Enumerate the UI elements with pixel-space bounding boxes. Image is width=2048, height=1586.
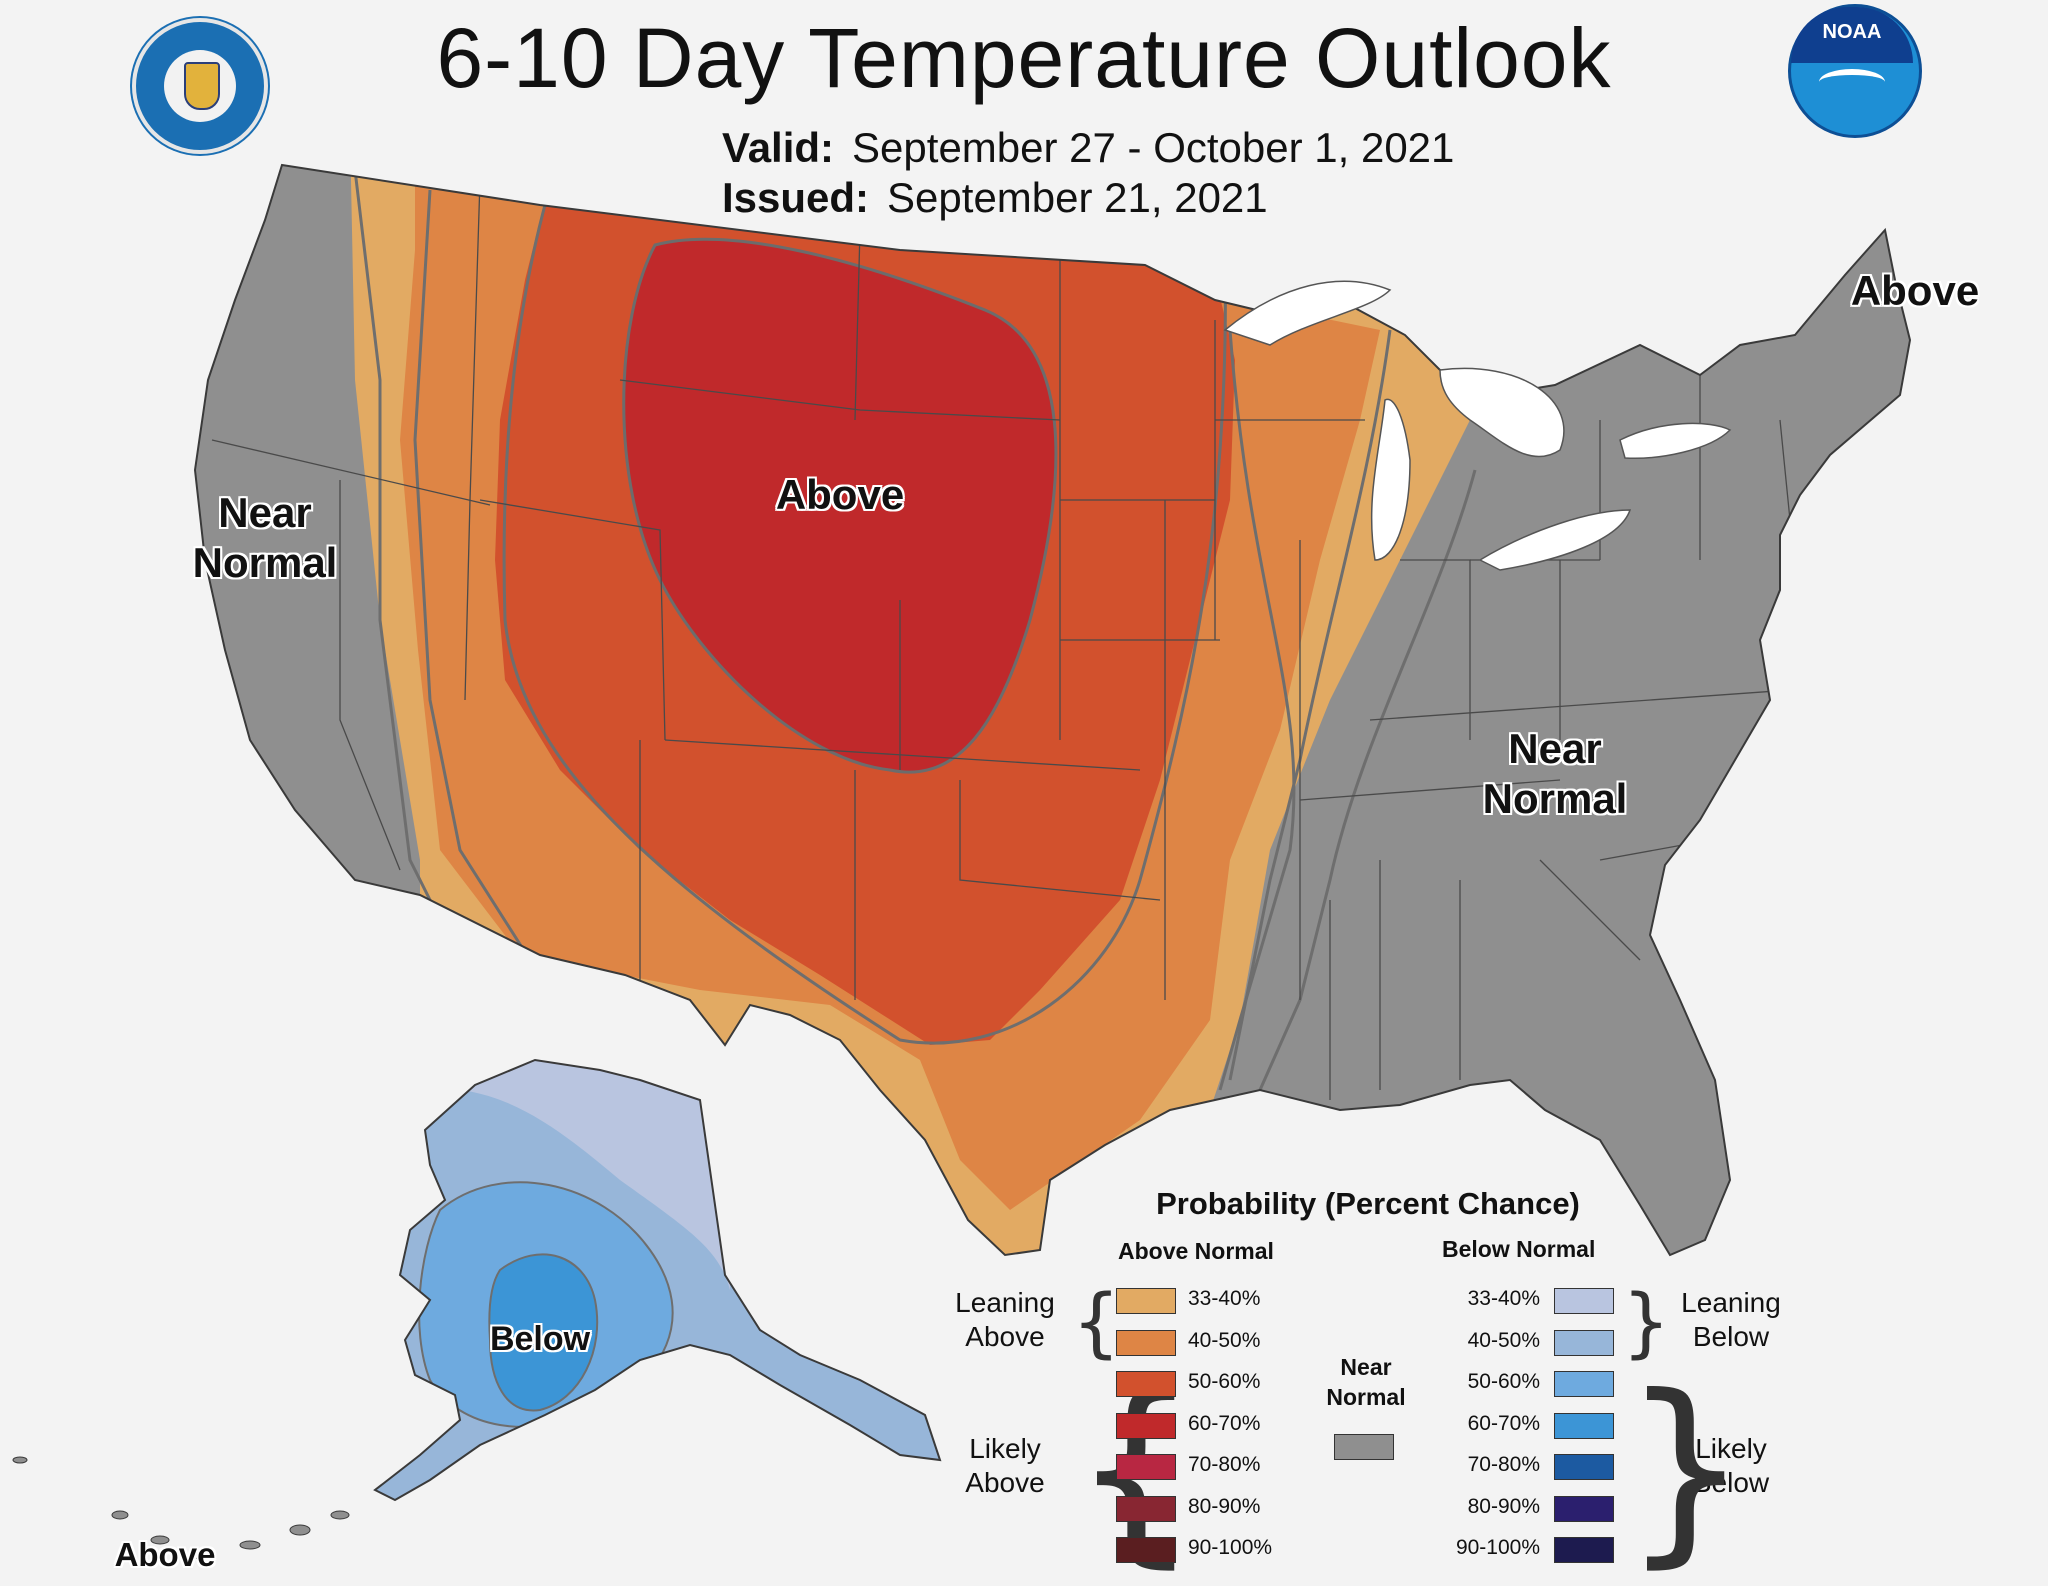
- below-label-6: 90-100%: [1455, 1536, 1540, 1559]
- lake-erie: [1478, 509, 1632, 571]
- label-northeast-above: Above: [1850, 267, 1980, 314]
- zone-contours: [353, 169, 1477, 1091]
- legend-leaning-below: Leaning Below: [1681, 1287, 1781, 1352]
- legend-leaning-above: Leaning Above: [955, 1287, 1055, 1352]
- above-swatch-1: [1116, 1329, 1176, 1356]
- below-33-40-zone: [420, 1060, 730, 1290]
- valid-date-line: Valid: September 27 - October 1, 2021: [722, 124, 1454, 172]
- above-label-5: 80-90%: [1188, 1494, 1261, 1518]
- below-label-2: 50-60%: [1467, 1370, 1540, 1393]
- legend-below-head: Below Normal: [1442, 1236, 1596, 1262]
- brace-likely-below: }: [1622, 1353, 1750, 1586]
- below-label-3: 60-70%: [1467, 1411, 1540, 1435]
- legend-likely-above: Likely Above: [965, 1433, 1045, 1498]
- legend-likely-below: Likely Below: [1692, 1433, 1770, 1498]
- issued-value: September 21, 2021: [887, 174, 1268, 221]
- above-label-6: 90-100%: [1188, 1536, 1273, 1559]
- page-title: 6-10 Day Temperature Outlook: [436, 11, 1612, 105]
- issued-label: Issued:: [722, 174, 870, 221]
- above-swatch-0: [1116, 1288, 1176, 1314]
- above-swatch-2: [1116, 1371, 1176, 1397]
- legend-above-head: Above Normal: [1118, 1238, 1274, 1264]
- valid-label: Valid:: [722, 124, 835, 171]
- aleutian-islands: [12, 1456, 350, 1560]
- noaa-logo-text: NOAA: [1822, 21, 1882, 43]
- lake-huron: [1439, 367, 1565, 458]
- below-swatch-3: [1554, 1412, 1614, 1439]
- above-swatch-6: [1116, 1537, 1176, 1563]
- label-west-near-normal: Near Normal: [192, 489, 338, 586]
- below-60-70-zone: [488, 1253, 599, 1412]
- conus-probability-zones: [195, 165, 1910, 1255]
- alaska-probability-zones: [375, 1060, 940, 1500]
- lake-michigan: [1370, 398, 1411, 561]
- lake-ontario: [1619, 422, 1732, 459]
- noaa-logo: NOAA: [1788, 4, 1922, 138]
- label-east-near-normal: Near Normal: [1482, 725, 1628, 822]
- eagle-shield-icon: [184, 62, 220, 110]
- legend-title: Probability (Percent Chance): [1156, 1186, 1580, 1221]
- alaska-outline: [373, 1058, 942, 1502]
- brace-leaning-below: }: [1622, 1277, 1671, 1366]
- lake-superior: [1223, 280, 1392, 346]
- issued-date-line: Issued: September 21, 2021: [722, 174, 1268, 222]
- seagull-icon: [1819, 69, 1885, 95]
- above-label-3: 60-70%: [1188, 1411, 1261, 1435]
- above-swatch-5: [1116, 1495, 1176, 1522]
- below-label-0: 33-40%: [1467, 1287, 1540, 1310]
- above-swatch-3: [1116, 1412, 1176, 1439]
- legend-near-normal-head: Near Normal: [1326, 1354, 1406, 1410]
- great-lakes: [1223, 280, 1732, 571]
- below-swatch-2: [1554, 1371, 1614, 1397]
- below-label-5: 80-90%: [1467, 1494, 1540, 1518]
- label-alaska-below: Below: [489, 1320, 591, 1358]
- label-central-above: Above: [775, 471, 905, 518]
- below-label-4: 70-80%: [1467, 1453, 1540, 1476]
- above-60-70-zone: [622, 237, 1058, 774]
- legend-near-normal-swatch: [1334, 1434, 1394, 1460]
- below-swatch-0: [1554, 1288, 1614, 1314]
- brace-leaning-above: {: [1072, 1277, 1121, 1366]
- above-label-1: 40-50%: [1188, 1328, 1261, 1352]
- department-of-commerce-seal: [132, 18, 268, 154]
- above-swatch-4: [1116, 1454, 1176, 1480]
- below-swatch-6: [1554, 1537, 1614, 1563]
- below-swatch-1: [1554, 1329, 1614, 1356]
- conus-outline: [193, 163, 1912, 1257]
- below-label-1: 40-50%: [1467, 1328, 1540, 1352]
- label-aleutians-above: Above: [114, 1536, 216, 1573]
- above-label-2: 50-60%: [1188, 1370, 1261, 1393]
- above-label-0: 33-40%: [1188, 1287, 1261, 1310]
- valid-value: September 27 - October 1, 2021: [852, 124, 1455, 171]
- below-swatch-5: [1554, 1495, 1614, 1522]
- above-label-4: 70-80%: [1188, 1453, 1261, 1476]
- below-swatch-4: [1554, 1454, 1614, 1480]
